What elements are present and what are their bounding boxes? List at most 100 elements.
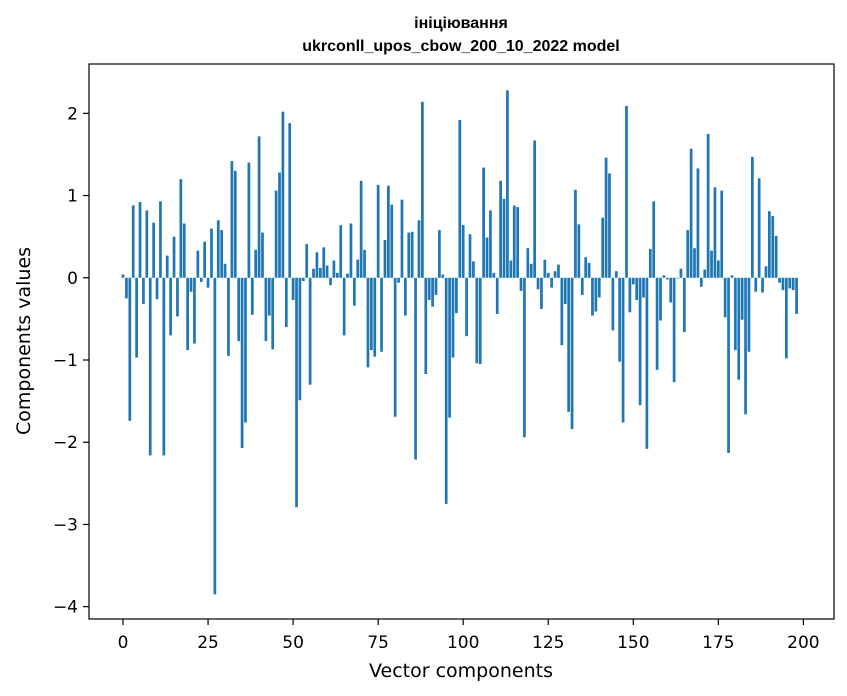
- bar: [244, 277, 247, 423]
- bar: [438, 230, 441, 278]
- bar: [352, 277, 356, 306]
- bar: [730, 275, 734, 278]
- bar: [346, 273, 349, 278]
- bar: [424, 277, 428, 374]
- bar: [669, 277, 673, 303]
- bar: [213, 277, 217, 595]
- bar: [597, 277, 601, 298]
- bar: [179, 179, 183, 278]
- bar: [329, 277, 332, 286]
- bar: [240, 277, 244, 448]
- bar: [502, 198, 506, 278]
- bar: [390, 204, 394, 278]
- bar: [458, 119, 462, 278]
- bar: [774, 235, 778, 278]
- bar: [227, 277, 230, 356]
- bar: [693, 248, 696, 278]
- bar: [407, 232, 411, 278]
- bar: [182, 223, 186, 278]
- bar: [645, 277, 649, 449]
- bar: [523, 277, 526, 438]
- bar: [625, 105, 628, 278]
- bar: [533, 140, 536, 278]
- bar: [679, 268, 683, 278]
- y-tick-label: 1: [67, 187, 78, 207]
- bar: [152, 222, 155, 278]
- bar: [441, 274, 445, 278]
- bar: [461, 225, 465, 278]
- bar: [747, 277, 751, 352]
- bar: [546, 272, 550, 278]
- bar: [638, 277, 642, 406]
- bar: [584, 257, 588, 278]
- bar: [604, 157, 608, 278]
- bar: [148, 277, 152, 456]
- bar: [237, 277, 241, 342]
- bar: [230, 161, 234, 278]
- y-tick-label: 0: [67, 269, 78, 289]
- bar: [611, 277, 615, 331]
- bar: [492, 272, 496, 278]
- bar: [223, 263, 227, 278]
- bar: [495, 277, 499, 314]
- bar: [475, 277, 479, 364]
- bar: [713, 187, 717, 278]
- bar: [431, 277, 434, 307]
- bar: [631, 277, 635, 285]
- bar: [489, 210, 492, 278]
- bar: [366, 277, 370, 368]
- bar: [659, 277, 662, 321]
- bar: [560, 277, 564, 346]
- bar: [529, 263, 533, 278]
- bar: [570, 277, 574, 430]
- bar: [591, 277, 594, 316]
- bar: [264, 277, 268, 342]
- plot-area-frame: [88, 63, 835, 620]
- bar: [478, 277, 482, 365]
- bar: [764, 266, 768, 278]
- bar: [676, 277, 679, 279]
- bar: [689, 148, 693, 278]
- bar: [335, 272, 339, 278]
- bar: [785, 277, 788, 359]
- bar: [288, 123, 292, 278]
- bar: [771, 216, 775, 278]
- bar: [768, 211, 771, 278]
- x-tick-label: 100: [447, 633, 479, 653]
- bar: [635, 277, 639, 300]
- bar: [662, 275, 666, 278]
- bar: [176, 277, 179, 317]
- bar: [369, 277, 373, 351]
- bar: [465, 277, 468, 337]
- x-tick-label: 25: [197, 633, 219, 653]
- bar: [318, 267, 322, 278]
- bar: [203, 241, 207, 278]
- bar: [206, 277, 210, 288]
- bar: [322, 247, 326, 278]
- bar: [621, 277, 625, 423]
- bar: [301, 277, 305, 282]
- bar: [608, 173, 611, 278]
- bar: [271, 277, 275, 350]
- bar: [696, 168, 700, 278]
- bar: [761, 277, 764, 293]
- y-axis-label: Components values: [13, 247, 35, 435]
- bar: [373, 277, 377, 357]
- bar: [594, 277, 598, 312]
- bar: [380, 277, 383, 352]
- bar: [142, 277, 145, 305]
- bar: [648, 249, 652, 278]
- bar: [795, 277, 798, 314]
- bar: [699, 277, 703, 287]
- y-tick-label: 2: [67, 104, 78, 124]
- bar-series: [121, 90, 798, 595]
- bar: [536, 277, 540, 290]
- x-tick-label: 125: [532, 633, 564, 653]
- bar: [138, 202, 142, 278]
- bar: [281, 111, 285, 278]
- bar: [506, 90, 509, 278]
- y-tick-label: −2: [53, 433, 78, 453]
- bar: [291, 277, 295, 300]
- x-axis-label: Vector components: [369, 660, 553, 682]
- bar: [468, 234, 472, 278]
